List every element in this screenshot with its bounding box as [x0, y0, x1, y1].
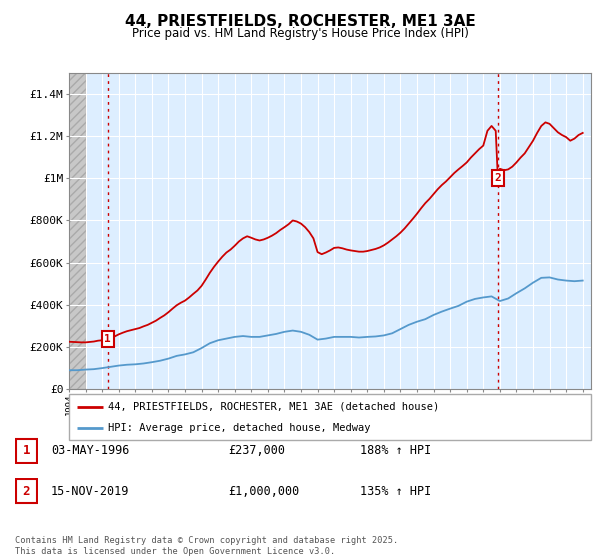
- Bar: [69, 73, 86, 389]
- Text: 44, PRIESTFIELDS, ROCHESTER, ME1 3AE (detached house): 44, PRIESTFIELDS, ROCHESTER, ME1 3AE (de…: [108, 402, 439, 412]
- Text: £237,000: £237,000: [228, 444, 285, 458]
- Text: Contains HM Land Registry data © Crown copyright and database right 2025.
This d: Contains HM Land Registry data © Crown c…: [15, 536, 398, 556]
- Text: 44, PRIESTFIELDS, ROCHESTER, ME1 3AE: 44, PRIESTFIELDS, ROCHESTER, ME1 3AE: [125, 14, 475, 29]
- Text: £1,000,000: £1,000,000: [228, 484, 299, 498]
- Text: 188% ↑ HPI: 188% ↑ HPI: [360, 444, 431, 458]
- Bar: [69, 73, 86, 389]
- Text: 15-NOV-2019: 15-NOV-2019: [51, 484, 130, 498]
- Text: 03-MAY-1996: 03-MAY-1996: [51, 444, 130, 458]
- Text: 2: 2: [23, 484, 30, 498]
- FancyBboxPatch shape: [16, 438, 37, 463]
- Text: HPI: Average price, detached house, Medway: HPI: Average price, detached house, Medw…: [108, 423, 371, 433]
- Text: 2: 2: [494, 173, 501, 183]
- Text: 1: 1: [23, 444, 30, 458]
- FancyBboxPatch shape: [16, 479, 37, 503]
- Text: Price paid vs. HM Land Registry's House Price Index (HPI): Price paid vs. HM Land Registry's House …: [131, 27, 469, 40]
- Text: 135% ↑ HPI: 135% ↑ HPI: [360, 484, 431, 498]
- Text: 1: 1: [104, 334, 111, 344]
- FancyBboxPatch shape: [69, 394, 591, 440]
